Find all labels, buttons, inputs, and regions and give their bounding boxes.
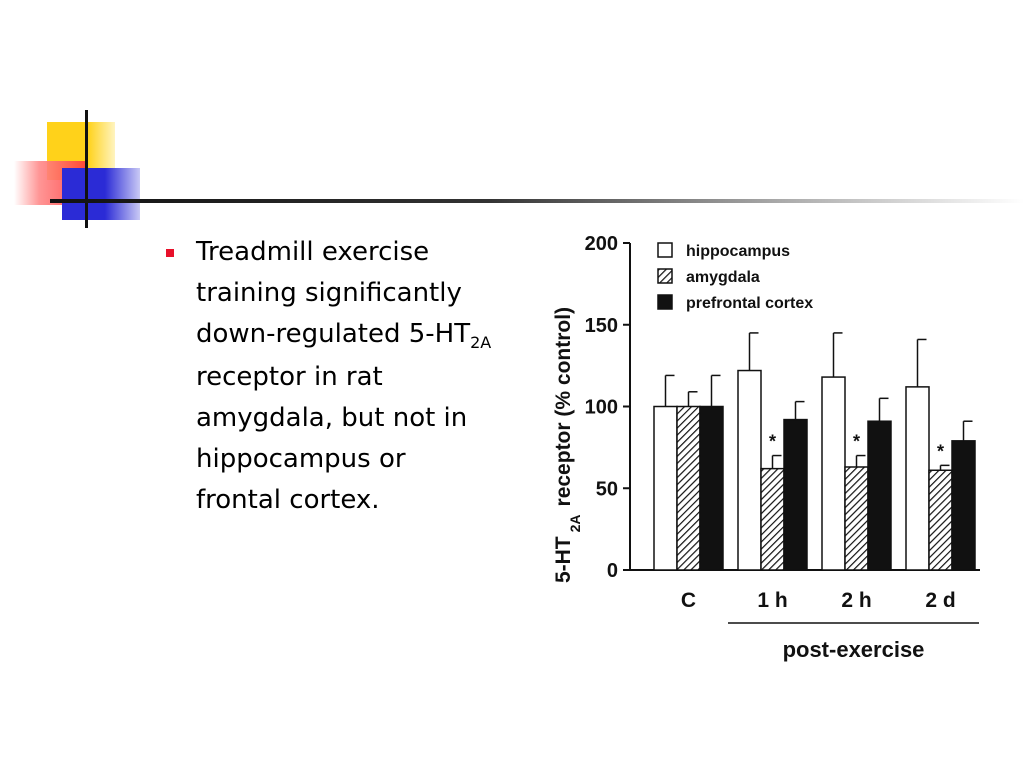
bullet-text-main: Treadmill exercise training significantl…: [196, 237, 471, 349]
bullet-marker: [166, 249, 174, 257]
bar-hippocampus: [653, 405, 678, 571]
bullet-text-subscript: 2A: [470, 333, 492, 352]
bar-hippocampus: [737, 369, 762, 571]
y-tick-label: 100: [585, 397, 618, 419]
y-axis-label-main: 5-HT: [552, 536, 575, 583]
bar-amygdala: [928, 469, 953, 571]
bar-hippocampus: [821, 376, 846, 571]
bullet-text: Treadmill exercise training significantl…: [196, 232, 496, 521]
bar-amygdala: [676, 405, 701, 571]
bar-hippocampus: [905, 386, 930, 571]
legend-swatch: [657, 294, 673, 310]
receptor-bar-chart: 5-HT2Areceptor (% control) 050100150200 …: [552, 233, 980, 662]
y-axis-label: 5-HT 2A receptor (% control): [552, 307, 583, 583]
svg-text:5-HT2Areceptor (% control): 5-HT 2A receptor (% control): [552, 307, 583, 583]
significance-marker: *: [937, 441, 944, 461]
x-tick-label: 2 h: [841, 589, 871, 612]
y-axis-label-subscript: 2A: [567, 514, 583, 532]
x-tick-label: C: [681, 589, 696, 612]
group-label: post-exercise: [783, 637, 925, 662]
legend: hippocampus amygdala prefrontal cortex: [657, 242, 813, 312]
y-axis-label-tail: receptor (% control): [552, 307, 575, 507]
legend-label: prefrontal cortex: [686, 295, 813, 312]
bar-prefrontal-cortex: [699, 405, 724, 571]
legend-swatch: [657, 268, 673, 284]
legend-swatch: [657, 242, 673, 258]
x-tick-label: 2 d: [925, 589, 955, 612]
title-divider-line: [50, 199, 1024, 203]
bar-amygdala: [844, 466, 869, 571]
bar-prefrontal-cortex: [951, 440, 976, 571]
accent-blue-square: [62, 168, 140, 220]
y-tick-label: 200: [585, 233, 618, 255]
bar-prefrontal-cortex: [867, 420, 892, 571]
significance-marker: *: [769, 432, 776, 452]
x-tick-label: 1 h: [757, 589, 787, 612]
legend-label: amygdala: [686, 269, 760, 286]
legend-label: hippocampus: [686, 243, 790, 260]
y-tick-label: 0: [607, 560, 618, 582]
bar-prefrontal-cortex: [783, 418, 808, 571]
y-tick-label: 150: [585, 315, 618, 337]
x-axis: C 1 h 2 h 2 d post-exercise: [630, 569, 980, 662]
bars-layer: * * *: [653, 332, 976, 571]
accent-vertical-line: [85, 110, 88, 228]
bullet-text-tail: receptor in rat amygdala, but not in hip…: [196, 362, 468, 515]
bar-amygdala: [760, 467, 785, 571]
significance-marker: *: [853, 432, 860, 452]
y-axis: 0 50 100 150 200: [585, 233, 631, 582]
y-tick-label: 50: [596, 478, 618, 500]
